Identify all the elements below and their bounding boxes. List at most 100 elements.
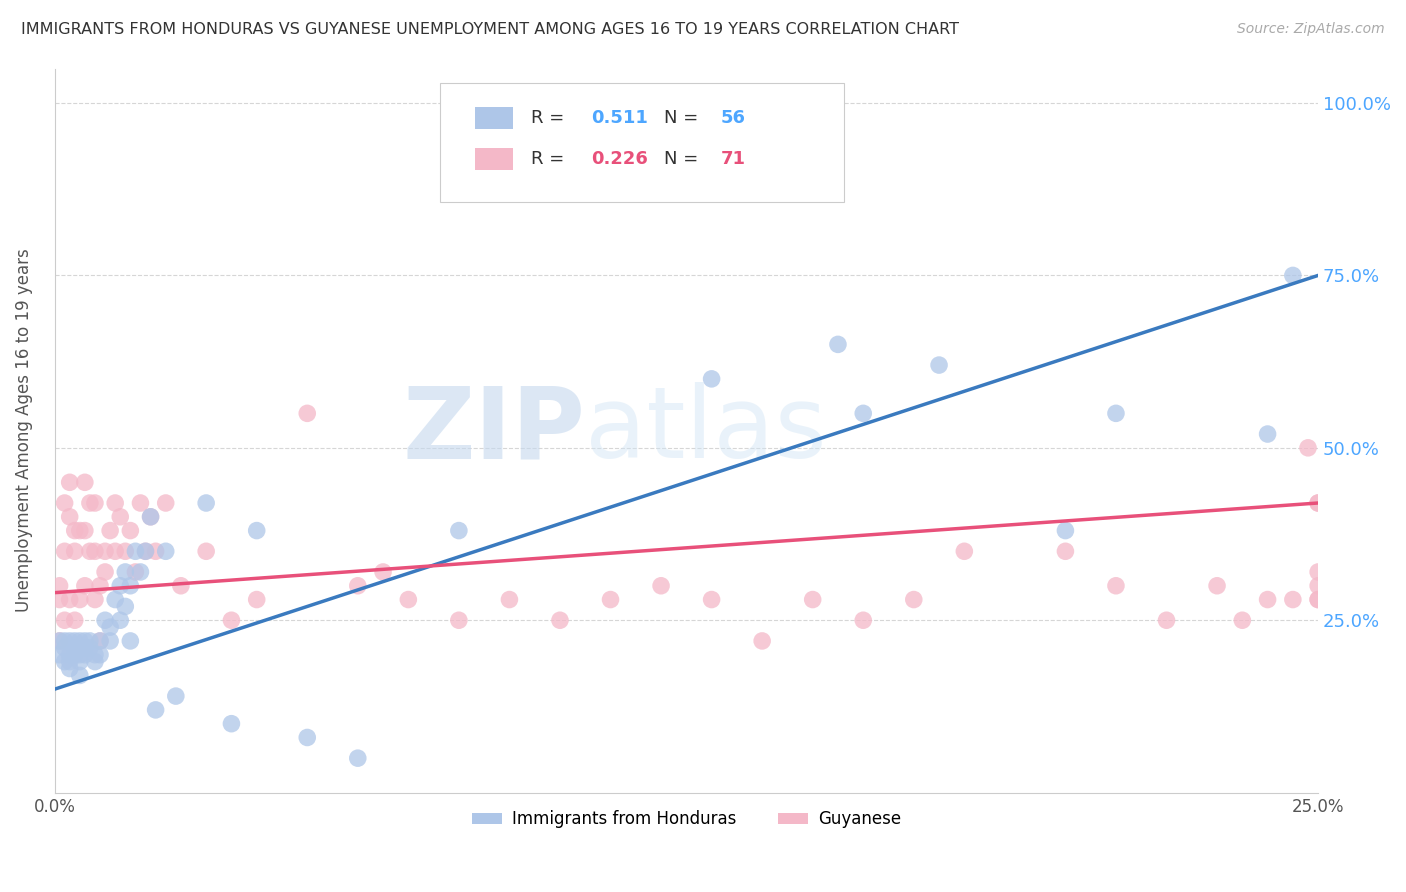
Point <box>246 592 269 607</box>
Text: R =: R = <box>531 150 569 168</box>
Point <box>48 634 70 648</box>
Point <box>79 634 101 648</box>
Point <box>69 524 91 538</box>
Point <box>498 592 520 607</box>
Point <box>84 544 107 558</box>
Point <box>1054 544 1077 558</box>
Point <box>447 524 470 538</box>
Point <box>1308 565 1330 579</box>
Point <box>1257 592 1279 607</box>
Point <box>801 592 824 607</box>
Point <box>700 372 723 386</box>
Point <box>1105 579 1128 593</box>
Text: N =: N = <box>664 109 703 127</box>
Point <box>53 613 76 627</box>
Point <box>94 544 117 558</box>
Point <box>59 634 82 648</box>
Point <box>69 668 91 682</box>
Point <box>104 544 127 558</box>
Point <box>59 648 82 662</box>
Point <box>73 524 96 538</box>
Point <box>599 592 621 607</box>
Point <box>1308 496 1330 510</box>
Point <box>63 613 86 627</box>
Point <box>84 592 107 607</box>
Point <box>59 661 82 675</box>
Point <box>129 496 152 510</box>
Point <box>447 613 470 627</box>
Point <box>79 496 101 510</box>
Point <box>1282 592 1305 607</box>
Point <box>53 640 76 655</box>
Point <box>104 592 127 607</box>
Point <box>94 613 117 627</box>
Text: IMMIGRANTS FROM HONDURAS VS GUYANESE UNEMPLOYMENT AMONG AGES 16 TO 19 YEARS CORR: IMMIGRANTS FROM HONDURAS VS GUYANESE UNE… <box>21 22 959 37</box>
Point <box>48 648 70 662</box>
Point <box>48 579 70 593</box>
Point <box>84 496 107 510</box>
Point <box>700 592 723 607</box>
Point <box>114 544 136 558</box>
Point <box>1257 427 1279 442</box>
Point <box>1054 524 1077 538</box>
Point <box>155 544 177 558</box>
Point <box>134 544 156 558</box>
Text: atlas: atlas <box>585 382 827 479</box>
Text: 71: 71 <box>720 150 745 168</box>
Point <box>53 496 76 510</box>
Point <box>903 592 925 607</box>
Point <box>79 640 101 655</box>
Point <box>110 579 132 593</box>
Point <box>63 524 86 538</box>
Point <box>297 406 319 420</box>
FancyBboxPatch shape <box>475 148 513 169</box>
Point <box>396 592 419 607</box>
Point <box>59 655 82 669</box>
Point <box>73 640 96 655</box>
Text: R =: R = <box>531 109 569 127</box>
Point <box>1282 268 1305 283</box>
Y-axis label: Unemployment Among Ages 16 to 19 years: Unemployment Among Ages 16 to 19 years <box>15 249 32 613</box>
Point <box>110 613 132 627</box>
Point <box>129 565 152 579</box>
Text: N =: N = <box>664 150 703 168</box>
Point <box>89 634 111 648</box>
Point <box>63 640 86 655</box>
Point <box>1105 406 1128 420</box>
Point <box>63 648 86 662</box>
Point <box>124 544 146 558</box>
Text: 56: 56 <box>720 109 745 127</box>
Point <box>73 475 96 490</box>
Point <box>89 648 111 662</box>
Point <box>48 592 70 607</box>
Point <box>1308 592 1330 607</box>
Point <box>155 496 177 510</box>
Point <box>346 751 368 765</box>
Point <box>1296 441 1319 455</box>
Point <box>852 406 875 420</box>
Point <box>73 579 96 593</box>
Point <box>63 634 86 648</box>
Point <box>114 565 136 579</box>
Point <box>139 509 162 524</box>
Point <box>53 655 76 669</box>
Point <box>134 544 156 558</box>
Point <box>84 648 107 662</box>
Point <box>110 509 132 524</box>
Point <box>346 579 368 593</box>
Point <box>650 579 672 593</box>
Legend: Immigrants from Honduras, Guyanese: Immigrants from Honduras, Guyanese <box>465 804 908 835</box>
Point <box>69 592 91 607</box>
FancyBboxPatch shape <box>475 107 513 128</box>
Point <box>371 565 394 579</box>
Point <box>548 613 571 627</box>
FancyBboxPatch shape <box>440 83 844 202</box>
Point <box>69 634 91 648</box>
Point <box>928 358 950 372</box>
Point <box>170 579 193 593</box>
Point <box>165 689 187 703</box>
Point <box>53 634 76 648</box>
Point <box>104 496 127 510</box>
Point <box>1232 613 1254 627</box>
Point <box>73 634 96 648</box>
